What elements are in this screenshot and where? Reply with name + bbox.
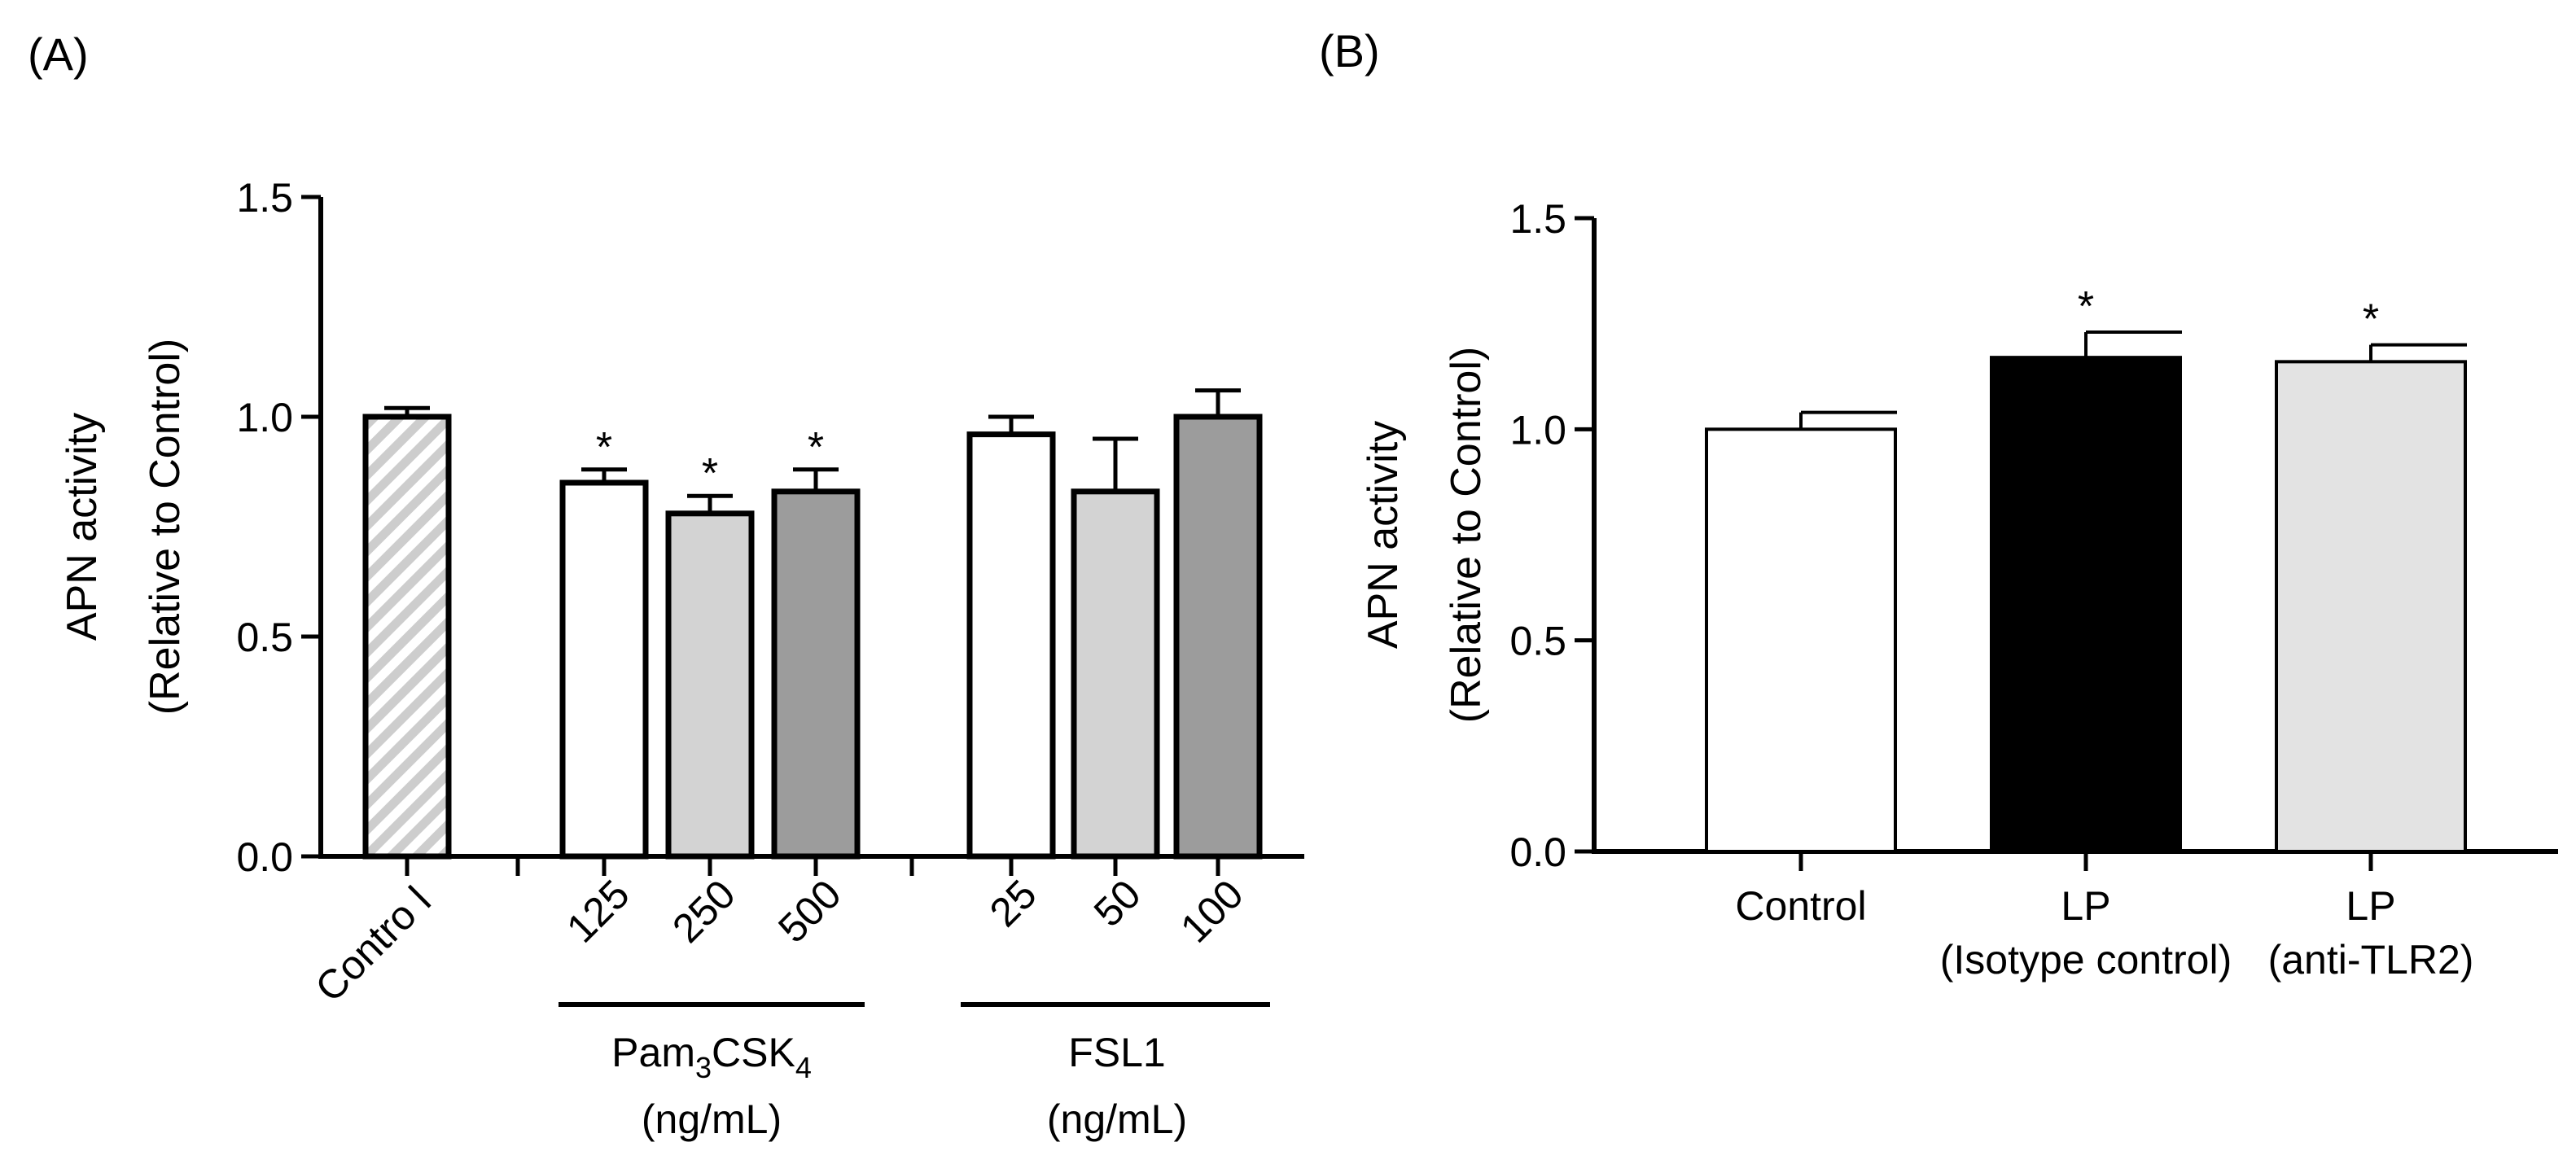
x-tick-label: LP xyxy=(2061,883,2110,929)
significance-marker: * xyxy=(2363,296,2379,344)
group-label-pam3csk4: Pam3CSK4 xyxy=(611,1030,812,1084)
chart-a: 0.0 0.5 1.0 1.5 APN activity (Relative to Con… xyxy=(59,175,1304,1142)
significance-marker: * xyxy=(808,424,824,471)
bar xyxy=(665,510,755,860)
bar xyxy=(1990,356,2182,854)
panel-b-label: (B) xyxy=(1319,25,1380,77)
x-tick-label: 100 xyxy=(1172,871,1252,952)
group-label-fsl1: FSL1 xyxy=(1068,1030,1166,1075)
bar xyxy=(1705,427,1897,853)
x-tick-label: Control xyxy=(1735,883,1866,929)
y-tick-label: 1.5 xyxy=(1509,196,1566,242)
group-label-part: CSK xyxy=(712,1030,795,1075)
significance-marker: * xyxy=(596,424,612,471)
x-tick-label-line2: (anti-TLR2) xyxy=(2268,937,2474,983)
bar xyxy=(559,479,649,860)
y-tick-label: 0.5 xyxy=(236,615,293,660)
chart-b: 0.0 0.5 1.0 1.5 APN activity (Relative to Con… xyxy=(1360,196,2558,983)
x-tick-label: LP xyxy=(2346,883,2395,929)
bar xyxy=(2275,360,2467,853)
y-axis-label-line1: APN activity xyxy=(1360,421,1407,649)
significance-marker: * xyxy=(2078,283,2094,330)
bar xyxy=(1071,488,1160,860)
x-tick-label: Contro l xyxy=(306,878,439,1010)
y-tick-label: 0.0 xyxy=(1509,829,1566,875)
y-tick-label: 0.5 xyxy=(1509,619,1566,664)
y-axis-label-line1: APN activity xyxy=(59,413,106,641)
significance-marker: * xyxy=(702,450,718,497)
y-axis-label-line2: (Relative to Control) xyxy=(142,339,189,715)
bar xyxy=(362,414,452,860)
bar xyxy=(1173,414,1263,860)
x-tick-label: 125 xyxy=(558,871,638,952)
group-label-part: Pam xyxy=(611,1030,695,1075)
y-axis-label-line2: (Relative to Control) xyxy=(1443,347,1490,723)
x-tick-label: 250 xyxy=(664,871,744,952)
group-unit-pam3csk4: (ng/mL) xyxy=(642,1096,782,1142)
panel-a-label: (A) xyxy=(28,28,89,80)
y-tick-label: 0.0 xyxy=(236,834,293,880)
x-tick-label: 25 xyxy=(981,871,1045,935)
y-tick-label: 1.0 xyxy=(1509,407,1566,453)
group-label-part: 4 xyxy=(795,1051,812,1084)
x-tick-label: 50 xyxy=(1085,871,1150,935)
x-tick-label: 500 xyxy=(769,871,850,952)
y-tick-label: 1.0 xyxy=(236,395,293,440)
x-tick-label-line2: (Isotype control) xyxy=(1940,937,2232,983)
bar xyxy=(966,431,1056,860)
group-label-part: 3 xyxy=(695,1051,712,1084)
group-unit-fsl1: (ng/mL) xyxy=(1047,1096,1187,1142)
y-tick-label: 1.5 xyxy=(236,175,293,221)
bar xyxy=(771,488,861,860)
